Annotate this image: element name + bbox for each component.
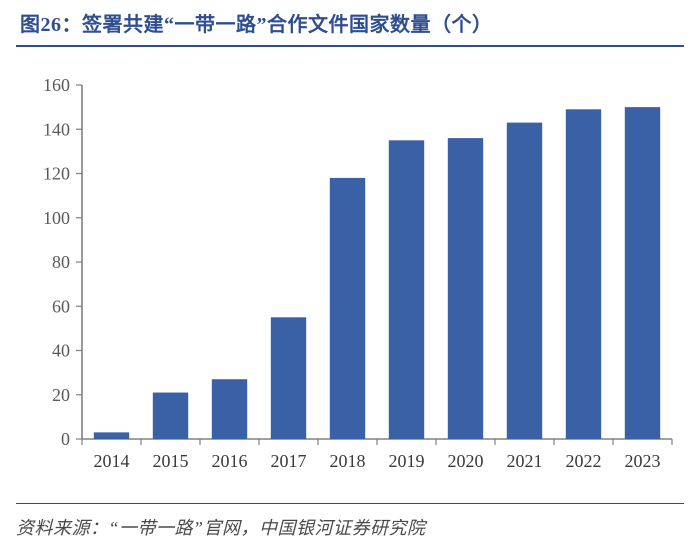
bar <box>94 432 129 439</box>
x-tick-label: 2016 <box>212 451 248 471</box>
x-tick-label: 2014 <box>94 451 130 471</box>
y-tick-label: 0 <box>61 429 70 449</box>
chart-area: 0 20 40 60 80 100 120 140 160 2014 2015 2016 2017 201… <box>20 67 680 497</box>
source-text: 资料来源：“一带一路”官网，中国银河证券研究院 <box>16 518 426 538</box>
x-tick-label: 2018 <box>330 451 366 471</box>
y-tick-label: 20 <box>52 385 70 405</box>
x-tick-label: 2021 <box>507 451 543 471</box>
y-tick-label: 40 <box>52 341 70 361</box>
figure-title-row: 图26：签署共建“一带一路”合作文件国家数量（个） <box>16 0 684 47</box>
bar <box>507 123 542 439</box>
bar <box>566 109 601 439</box>
y-tick-label: 160 <box>43 75 70 95</box>
bar <box>271 317 306 439</box>
bar <box>330 178 365 439</box>
bar <box>389 140 424 439</box>
y-tick-label: 80 <box>52 252 70 272</box>
y-tick-label: 100 <box>43 208 70 228</box>
x-tick-label: 2015 <box>153 451 189 471</box>
bar <box>625 107 660 439</box>
bar <box>212 379 247 439</box>
bar-chart: 0 20 40 60 80 100 120 140 160 2014 2015 2016 2017 201… <box>20 67 680 497</box>
x-tick-label: 2022 <box>566 451 602 471</box>
x-tick-label: 2023 <box>625 451 661 471</box>
figure-container: 图26：签署共建“一带一路”合作文件国家数量（个） 0 20 40 60 80 100 12… <box>0 0 700 543</box>
y-tick-label: 140 <box>43 119 70 139</box>
bar <box>153 393 188 439</box>
bar <box>448 138 483 439</box>
y-tick-label: 120 <box>43 164 70 184</box>
y-tick-label: 60 <box>52 296 70 316</box>
x-tick-label: 2020 <box>448 451 484 471</box>
x-tick-label: 2017 <box>271 451 307 471</box>
figure-title: 图26：签署共建“一带一路”合作文件国家数量（个） <box>20 14 493 36</box>
x-tick-label: 2019 <box>389 451 425 471</box>
source-row: 资料来源：“一带一路”官网，中国银河证券研究院 <box>16 503 684 540</box>
